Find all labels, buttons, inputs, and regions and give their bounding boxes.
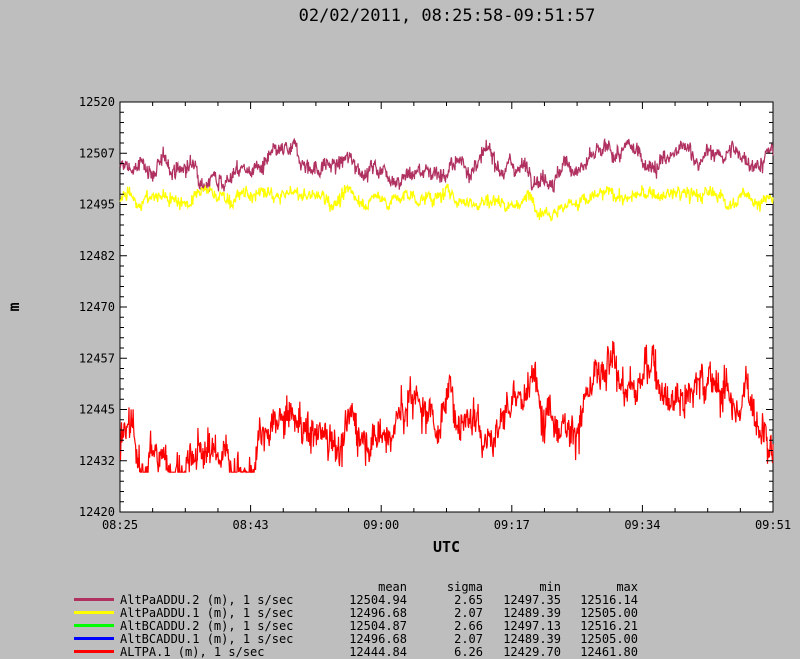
legend-min: 12429.70 [503,645,561,659]
legend-mean: 12496.68 [349,606,407,620]
legend-min: 12497.13 [503,619,561,633]
legend-row: ALTPA.1 (m), 1 s/sec 12444.84 6.26 12429… [0,645,800,659]
series-line-0 [119,138,774,193]
legend-swatch [74,611,114,614]
y-tick-label: 12482 [79,249,115,263]
legend-series-name: AltBCADDU.2 (m), 1 s/sec [120,619,294,633]
legend-max: 12505.00 [580,632,638,646]
legend-mean: 12504.87 [349,619,407,633]
y-tick-label: 12420 [79,505,115,519]
legend: AltPaADDU.2 (m), 1 s/sec 12504.94 2.65 1… [0,593,800,659]
plot-frame [119,101,774,513]
legend-row: AltBCADDU.1 (m), 1 s/sec 12496.68 2.07 1… [0,632,800,646]
legend-swatch [74,637,114,640]
plot-area: 12520 12507 12495 12482 12470 12457 12445 12432… [5,95,791,556]
series-line-4 [119,340,774,474]
x-tick-label: 08:43 [233,518,269,532]
x-axis-title: UTC [433,538,460,556]
legend-min: 12489.39 [503,606,561,620]
legend-max: 12516.21 [580,619,638,633]
legend-row: AltPaADDU.2 (m), 1 s/sec 12504.94 2.65 1… [0,593,800,607]
legend-min: 12489.39 [503,632,561,646]
stats-header-sigma: sigma [446,580,483,594]
legend-sigma: 6.26 [454,645,483,659]
legend-mean: 12444.84 [349,645,407,659]
x-tick-label: 09:17 [494,518,530,532]
x-tick-label: 09:51 [755,518,791,532]
legend-sigma: 2.65 [454,593,483,607]
legend-sigma: 2.66 [454,619,483,633]
legend-min: 12497.35 [503,593,561,607]
legend-series-name: AltPaADDU.2 (m), 1 s/sec [120,593,294,607]
legend-swatch [74,650,114,653]
stats-header-min: min [539,580,561,594]
legend-max: 12505.00 [580,606,638,620]
y-tick-label: 12495 [79,198,115,212]
y-tick-label: 12470 [79,300,115,314]
legend-swatch [74,624,114,627]
legend-max: 12516.14 [580,593,638,607]
series-line-1 [119,183,774,222]
legend-mean: 12496.68 [349,632,407,646]
x-tick-label: 08:25 [102,518,138,532]
x-tick-label: 09:00 [363,518,399,532]
legend-row: AltPaADDU.1 (m), 1 s/sec 12496.68 2.07 1… [0,606,800,620]
y-tick-label: 12457 [79,351,115,365]
legend-series-name: AltPaADDU.1 (m), 1 s/sec [120,606,294,620]
legend-sigma: 2.07 [454,606,483,620]
legend-series-name: AltBCADDU.1 (m), 1 s/sec [120,632,294,646]
legend-row: AltBCADDU.2 (m), 1 s/sec 12504.87 2.66 1… [0,619,800,633]
legend-header: mean sigma min max [0,580,800,594]
chart-title: 02/02/2011, 08:25:58-09:51:57 [298,6,596,26]
legend-sigma: 2.07 [454,632,483,646]
y-tick-label: 12520 [79,95,115,109]
legend-mean: 12504.94 [349,593,407,607]
y-tick-label: 12445 [79,403,115,417]
y-tick-label: 12432 [79,454,115,468]
y-tick-label: 12507 [79,146,115,160]
stats-header-max: max [616,580,638,594]
x-tick-label: 09:34 [624,518,660,532]
legend-max: 12461.80 [580,645,638,659]
legend-series-name: ALTPA.1 (m), 1 s/sec [120,645,265,659]
y-axis-title: m [5,302,23,311]
stats-header-mean: mean [378,580,407,594]
legend-swatch [74,598,114,601]
